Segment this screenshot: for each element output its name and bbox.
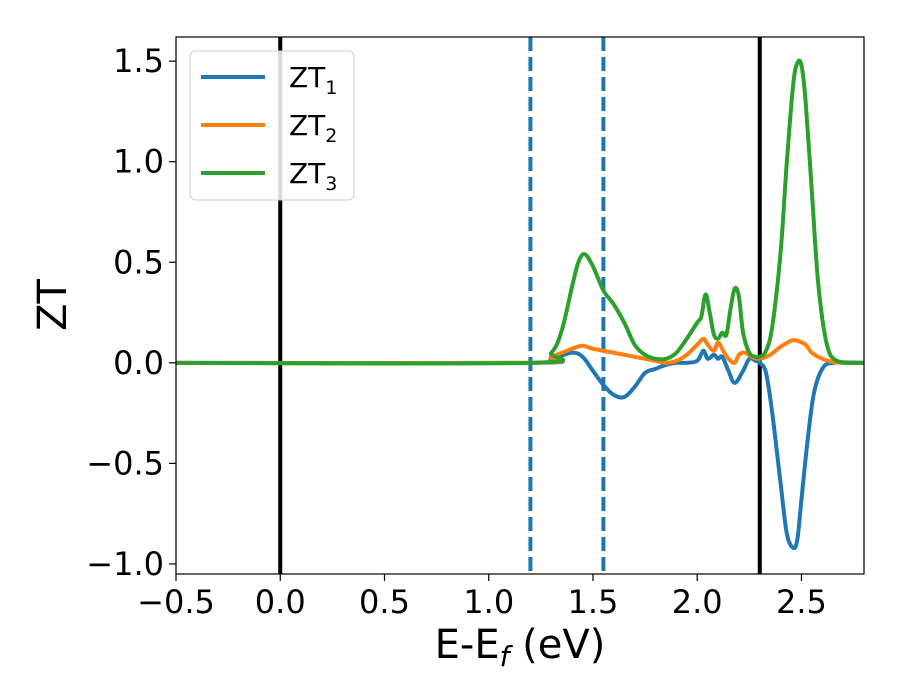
- legend-label-1: ZT1: [289, 61, 337, 99]
- series-line-2: [176, 336, 864, 366]
- y-axis-label: ZT: [30, 279, 76, 331]
- x-tick-label: −0.5: [137, 583, 215, 621]
- legend-box: [189, 50, 355, 201]
- legend: ZT1 ZT2 ZT3: [189, 50, 355, 201]
- y-tick-label: 0.0: [113, 344, 164, 382]
- series-line-1: [176, 348, 864, 551]
- x-tick-label: 0.0: [255, 583, 306, 621]
- y-tick-label: 1.5: [113, 42, 164, 80]
- y-tick-label: 1.0: [113, 143, 164, 181]
- series-lines: [176, 58, 864, 551]
- legend-label-3: ZT3: [289, 157, 337, 195]
- y-tick-label: 0.5: [113, 243, 164, 281]
- legend-label-2: ZT2: [289, 109, 337, 147]
- y-tick-label: −0.5: [86, 444, 164, 482]
- y-tick-label: −1.0: [86, 545, 164, 583]
- x-axis-ticks: −0.5 0.0 0.5 1.0 1.5 2.0 2.5: [137, 574, 827, 621]
- x-axis-label: E-Ef (eV): [435, 622, 606, 673]
- y-axis-ticks: −1.0 −0.5 0.0 0.5 1.0 1.5: [86, 42, 176, 583]
- x-tick-label: 1.5: [568, 583, 619, 621]
- plot-frame: [175, 36, 865, 575]
- x-tick-label: 1.0: [463, 583, 514, 621]
- x-tick-label: 2.5: [776, 583, 827, 621]
- x-tick-label: 2.0: [672, 583, 723, 621]
- series-line-3: [176, 58, 864, 366]
- x-tick-label: 0.5: [359, 583, 410, 621]
